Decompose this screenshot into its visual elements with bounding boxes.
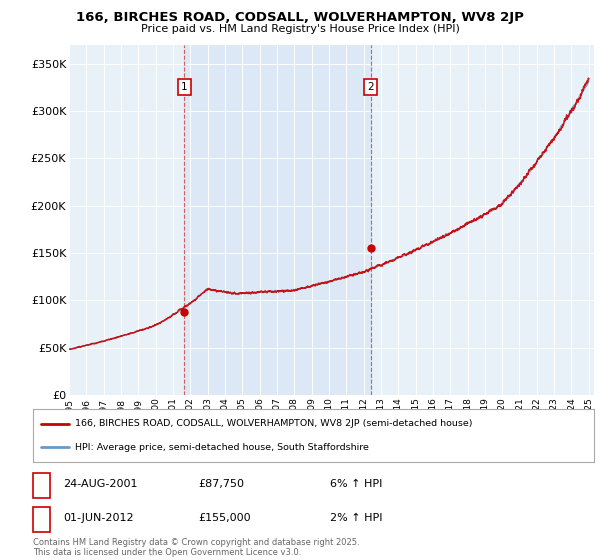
Text: 6% ↑ HPI: 6% ↑ HPI [330,479,382,489]
Text: 166, BIRCHES ROAD, CODSALL, WOLVERHAMPTON, WV8 2JP: 166, BIRCHES ROAD, CODSALL, WOLVERHAMPTO… [76,11,524,24]
Text: £87,750: £87,750 [198,479,244,489]
Text: 1: 1 [181,82,188,92]
Text: Contains HM Land Registry data © Crown copyright and database right 2025.
This d: Contains HM Land Registry data © Crown c… [33,538,359,557]
Bar [184,45,371,395]
Text: 2: 2 [38,513,45,523]
Text: £155,000: £155,000 [198,513,251,523]
Text: 166, BIRCHES ROAD, CODSALL, WOLVERHAMPTON, WV8 2JP (semi-detached house): 166, BIRCHES ROAD, CODSALL, WOLVERHAMPTO… [75,419,473,428]
Text: 1: 1 [38,479,45,489]
Text: 24-AUG-2001: 24-AUG-2001 [63,479,137,489]
Text: 2: 2 [368,82,374,92]
Text: 2% ↑ HPI: 2% ↑ HPI [330,513,383,523]
Text: 01-JUN-2012: 01-JUN-2012 [63,513,134,523]
Text: Price paid vs. HM Land Registry's House Price Index (HPI): Price paid vs. HM Land Registry's House … [140,24,460,34]
Text: HPI: Average price, semi-detached house, South Staffordshire: HPI: Average price, semi-detached house,… [75,442,369,451]
